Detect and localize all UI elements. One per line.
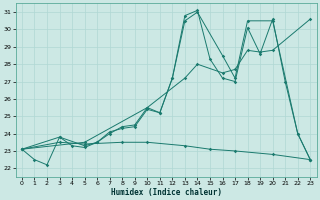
X-axis label: Humidex (Indice chaleur): Humidex (Indice chaleur) — [111, 188, 221, 197]
